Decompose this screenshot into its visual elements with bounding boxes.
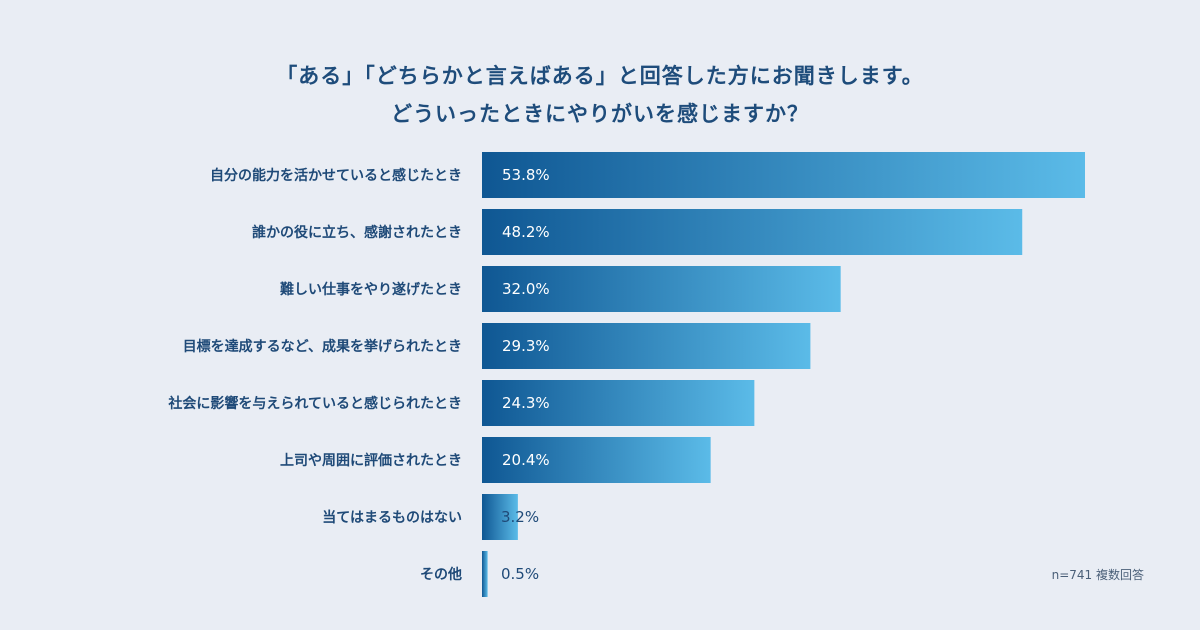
category-label: 社会に影響を与えられていると感じられたとき [167, 395, 462, 412]
value-label: 3.2% [501, 508, 539, 526]
category-label: 誰かの役に立ち、感謝されたとき [252, 224, 462, 241]
category-label: 当てはまるものはない [322, 509, 462, 526]
bar [482, 209, 1023, 255]
sample-note: n=741 複数回答 [1051, 568, 1144, 582]
value-label: 32.0% [502, 280, 550, 298]
value-label: 0.5% [501, 565, 539, 583]
category-label: 目標を達成するなど、成果を挙げられたとき [183, 338, 462, 355]
chart-title-line-1: 「ある」「どちらかと言えばある」と回答した方にお聞きします。 [276, 64, 924, 88]
bar [482, 551, 488, 597]
category-label: 難しい仕事をやり遂げたとき [280, 281, 462, 298]
value-label: 48.2% [502, 223, 550, 241]
category-label: その他 [420, 566, 462, 583]
category-label: 自分の能力を活かせていると感じたとき [210, 167, 462, 184]
value-label: 53.8% [502, 166, 550, 184]
value-label: 24.3% [502, 394, 550, 412]
value-label: 20.4% [502, 451, 550, 469]
bar [482, 380, 755, 426]
category-label: 上司や周囲に評価されたとき [280, 452, 462, 469]
bar [482, 152, 1085, 198]
bar [482, 494, 518, 540]
bar [482, 323, 811, 369]
chart-title-line-2: どういったときにやりがいを感じますか？ [391, 102, 809, 126]
bar [482, 266, 841, 312]
value-label: 29.3% [502, 337, 550, 355]
bar [482, 437, 711, 483]
